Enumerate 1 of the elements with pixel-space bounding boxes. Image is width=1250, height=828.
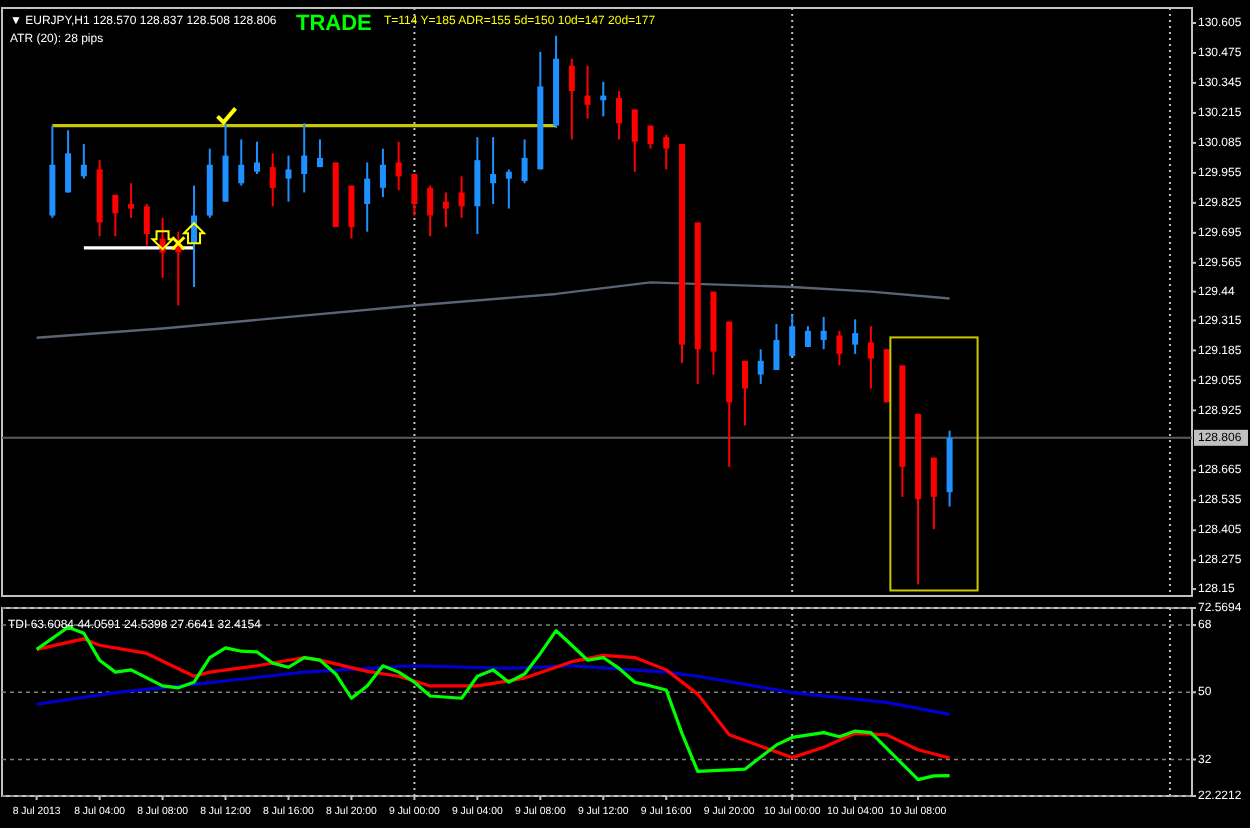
annotation: TRADE [296, 12, 372, 36]
